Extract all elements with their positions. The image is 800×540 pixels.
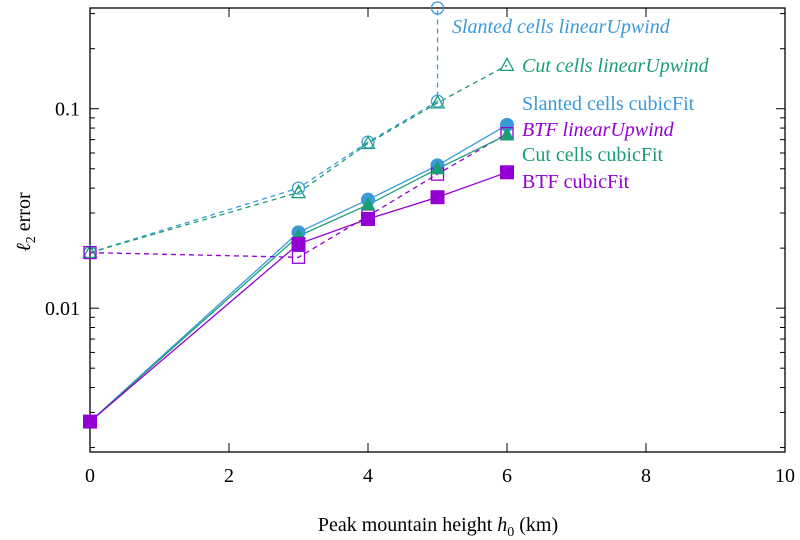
plot-area: [82, 1, 786, 453]
x-tick-label: 4: [363, 465, 373, 487]
legend-label: Slanted cells cubicFit: [522, 93, 695, 115]
data-point: [83, 414, 97, 429]
x-tick-label: 10: [775, 465, 795, 487]
legend-label: Cut cells linearUpwind: [522, 55, 710, 77]
tick-labels: 0 2 4 6 8 10 0.01 0.1: [45, 99, 795, 487]
data-point: [429, 94, 446, 109]
data-point: [82, 244, 98, 259]
data-point: [499, 126, 515, 141]
data-point: [499, 57, 515, 72]
series-lines: [89, 8, 508, 423]
legend-label: BTF cubicFit: [522, 171, 630, 193]
legend-label: Slanted cells linearUpwind: [452, 16, 671, 38]
axis-ticks: [89, 8, 786, 452]
y-tick-label: 0.01: [45, 298, 80, 320]
data-point: [430, 160, 445, 175]
legend-label: BTF linearUpwind: [522, 119, 675, 141]
legend: Slanted cells linearUpwind Cut cells line…: [452, 16, 710, 193]
legend-label: Cut cells cubicFit: [522, 144, 664, 166]
data-point: [430, 1, 445, 15]
series-line: [89, 8, 439, 254]
x-tick-label: 0: [85, 465, 95, 487]
data-point: [291, 181, 306, 195]
data-point: [430, 190, 445, 205]
series-markers: [82, 1, 515, 429]
data-point: [361, 211, 375, 226]
y-tick-label: 0.1: [55, 99, 80, 121]
plot-frame: [89, 7, 786, 453]
data-point: [360, 196, 376, 211]
data-point: [83, 245, 97, 260]
data-point: [291, 236, 306, 251]
x-tick-label: 6: [502, 465, 512, 487]
data-point: [500, 165, 514, 180]
data-point: [360, 135, 376, 150]
x-tick-label: 2: [224, 465, 234, 487]
data-point: [291, 250, 306, 264]
data-point: [290, 184, 307, 199]
series-line: [89, 134, 508, 423]
series-line: [89, 171, 508, 423]
series-line: [89, 64, 508, 254]
y-axis-label: ℓ2 error: [13, 192, 39, 252]
x-tick-label: 8: [641, 465, 651, 487]
x-axis-label: Peak mountain height h0 (km): [318, 514, 558, 540]
